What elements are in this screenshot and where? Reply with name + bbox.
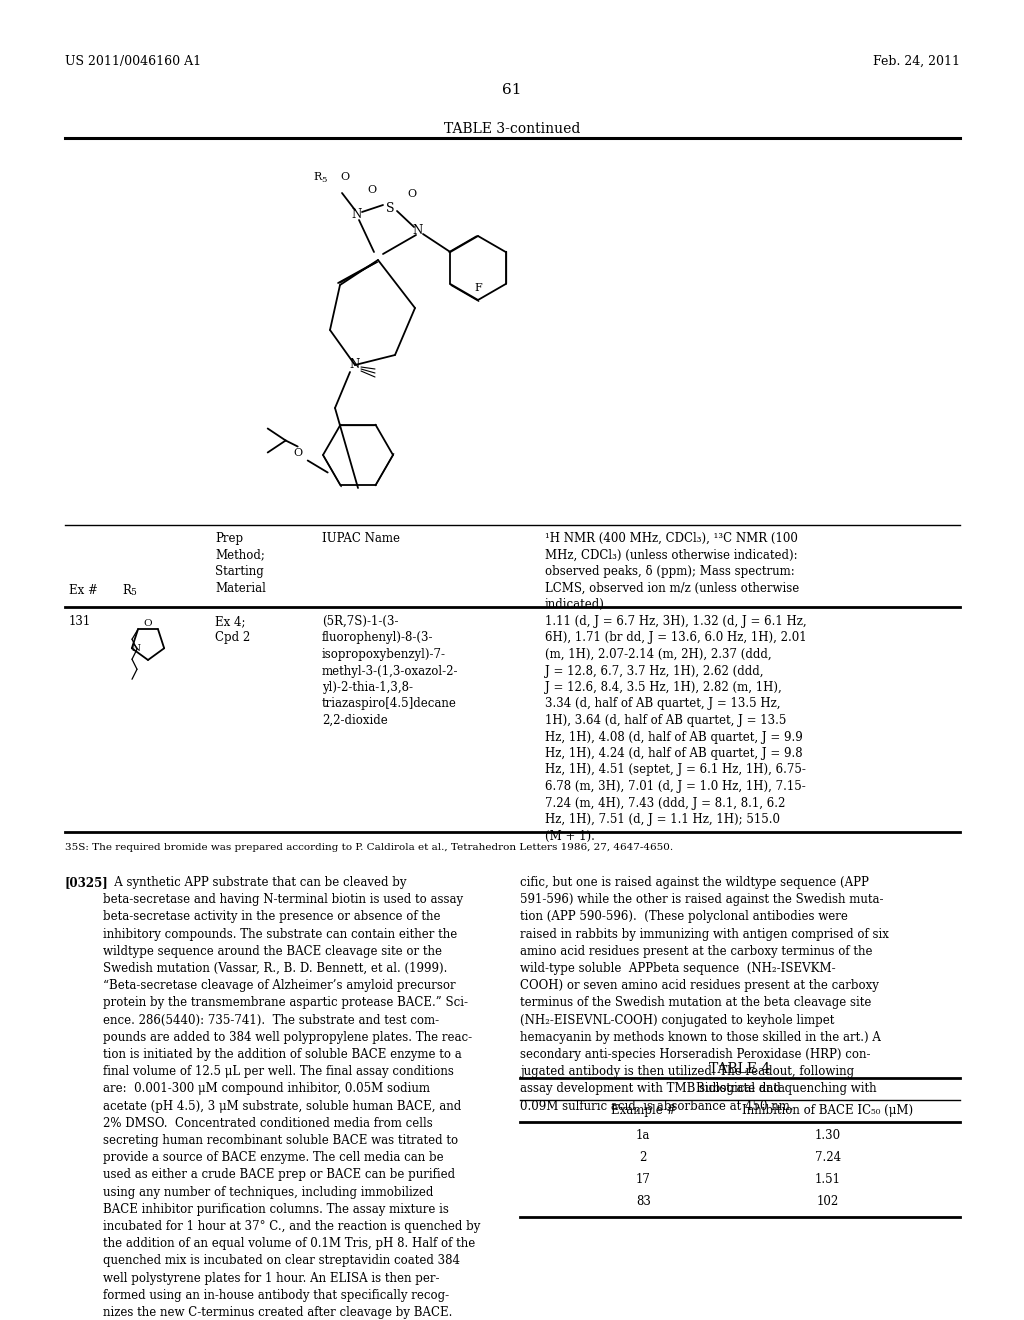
Text: 1.51: 1.51: [815, 1173, 841, 1185]
Text: Prep
Method;
Starting
Material: Prep Method; Starting Material: [215, 532, 266, 594]
Text: [0325]: [0325]: [65, 876, 109, 888]
Text: N: N: [350, 359, 360, 371]
Text: Ex 4;
Cpd 2: Ex 4; Cpd 2: [215, 615, 250, 644]
Text: (5R,7S)-1-(3-
fluorophenyl)-8-(3-
isopropoxybenzyl)-7-
methyl-3-(1,3-oxazol-2-
y: (5R,7S)-1-(3- fluorophenyl)-8-(3- isopro…: [322, 615, 459, 727]
Text: 102: 102: [817, 1195, 839, 1208]
Text: 131: 131: [69, 615, 91, 628]
Text: Biological data: Biological data: [695, 1082, 784, 1096]
Text: 61: 61: [502, 83, 522, 96]
Text: N: N: [413, 223, 423, 236]
Text: TABLE 4: TABLE 4: [710, 1063, 771, 1076]
Text: 17: 17: [636, 1173, 650, 1185]
Text: O: O: [340, 172, 349, 182]
Text: 5: 5: [321, 176, 327, 183]
Text: S: S: [386, 202, 394, 214]
Text: 7.24: 7.24: [815, 1151, 841, 1164]
Text: O: O: [368, 185, 377, 195]
Text: Example #: Example #: [610, 1104, 676, 1117]
Text: O: O: [408, 189, 417, 199]
Text: R: R: [313, 172, 322, 182]
Text: 83: 83: [636, 1195, 650, 1208]
Text: US 2011/0046160 A1: US 2011/0046160 A1: [65, 55, 201, 69]
Text: IUPAC Name: IUPAC Name: [322, 532, 400, 545]
Text: A synthetic APP substrate that can be cleaved by
beta-secretase and having N-ter: A synthetic APP substrate that can be cl…: [103, 876, 480, 1320]
Text: N: N: [131, 644, 140, 653]
Text: R: R: [122, 583, 131, 597]
Text: 5: 5: [130, 587, 136, 597]
Text: 1.30: 1.30: [815, 1129, 841, 1142]
Text: Feb. 24, 2011: Feb. 24, 2011: [873, 55, 961, 69]
Text: N: N: [352, 209, 362, 222]
Text: 35S: The required bromide was prepared according to P. Caldirola et al., Tetrahe: 35S: The required bromide was prepared a…: [65, 843, 673, 851]
Text: cific, but one is raised against the wildtype sequence (APP
591-596) while the o: cific, but one is raised against the wil…: [520, 876, 889, 1113]
Text: Inhibition of BACE IC₅₀ (μM): Inhibition of BACE IC₅₀ (μM): [742, 1104, 913, 1117]
Text: O: O: [293, 447, 302, 458]
Text: 2: 2: [640, 1151, 647, 1164]
Text: O: O: [143, 619, 153, 628]
Text: TABLE 3-continued: TABLE 3-continued: [443, 121, 581, 136]
Text: Ex #: Ex #: [69, 583, 98, 597]
Text: 1.11 (d, J = 6.7 Hz, 3H), 1.32 (d, J = 6.1 Hz,
6H), 1.71 (br dd, J = 13.6, 6.0 H: 1.11 (d, J = 6.7 Hz, 3H), 1.32 (d, J = 6…: [545, 615, 807, 842]
Text: ¹H NMR (400 MHz, CDCl₃), ¹³C NMR (100
MHz, CDCl₃) (unless otherwise indicated):
: ¹H NMR (400 MHz, CDCl₃), ¹³C NMR (100 MH…: [545, 532, 800, 611]
Text: 1a: 1a: [636, 1129, 650, 1142]
Text: F: F: [474, 282, 482, 293]
